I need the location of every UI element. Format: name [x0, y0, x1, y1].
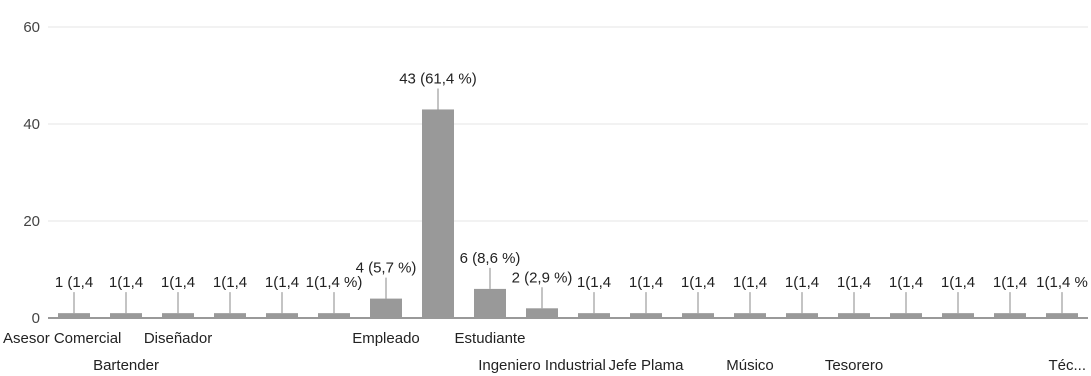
data-label: 1(1,4 [577, 274, 611, 291]
x-category-label: Asesor Comercial [3, 330, 121, 347]
y-tick-label: 20 [23, 213, 40, 230]
y-tick-label: 0 [32, 310, 40, 327]
data-label: 1(1,4 [733, 274, 767, 291]
data-label: 1(1,4 [785, 274, 819, 291]
data-label: 43 (61,4 %) [399, 70, 477, 87]
y-axis: 0 20 40 60 [23, 19, 40, 327]
bar[interactable] [474, 288, 506, 318]
x-category-label: Tesorero [825, 357, 883, 374]
x-axis: Asesor Comercial Bartender Diseñador Emplea… [3, 330, 1086, 374]
bars [58, 109, 1078, 318]
bar[interactable] [838, 313, 870, 318]
bar[interactable] [682, 313, 714, 318]
data-label: 1(1,4 [941, 274, 975, 291]
x-category-label: Téc... [1048, 357, 1086, 374]
data-label: 1 (1,4 [55, 274, 93, 291]
data-label: 1(1,4 [213, 274, 247, 291]
x-category-label: Estudiante [455, 330, 526, 347]
bar[interactable] [942, 313, 974, 318]
data-label: 1(1,4 [993, 274, 1027, 291]
x-category-label: Bartender [93, 357, 159, 374]
data-label: 6 (8,6 %) [460, 250, 521, 267]
bar[interactable] [890, 313, 922, 318]
x-category-label: Músico [726, 357, 774, 374]
y-tick-label: 40 [23, 116, 40, 133]
x-category-label: Empleado [352, 330, 420, 347]
data-label: 1(1,4 [161, 274, 195, 291]
data-label: 1(1,4 [265, 274, 299, 291]
bar[interactable] [786, 313, 818, 318]
data-label: 1(1,4 [629, 274, 663, 291]
data-labels: 1 (1,4 1(1,4 1(1,4 1(1,4 1(1,4 1(1,4 %)4 (5,7… [55, 70, 1088, 291]
data-label: 1(1,4 [109, 274, 143, 291]
bar[interactable] [58, 313, 90, 318]
bar[interactable] [110, 313, 142, 318]
x-category-label: Ingeniero Industrial [478, 357, 606, 374]
x-category-label: Diseñador [144, 330, 212, 347]
bar[interactable] [1046, 313, 1078, 318]
bar[interactable] [422, 109, 454, 318]
data-label: 1(1,4 % [1036, 274, 1088, 291]
data-label: 1(1,4 [837, 274, 871, 291]
bar[interactable] [578, 313, 610, 318]
bar[interactable] [994, 313, 1026, 318]
data-label: 1(1,4 [889, 274, 923, 291]
x-category-label: Jefe Plama [608, 357, 684, 374]
bar[interactable] [734, 313, 766, 318]
bar[interactable] [318, 313, 350, 318]
bar[interactable] [526, 308, 558, 318]
data-label: 2 (2,9 %) [512, 269, 573, 286]
bar[interactable] [630, 313, 662, 318]
bar[interactable] [266, 313, 298, 318]
bar[interactable] [214, 313, 246, 318]
y-tick-label: 60 [23, 19, 40, 36]
data-label: 4 (5,7 %) [356, 260, 417, 277]
data-label: 1(1,4 %) [306, 274, 363, 291]
label-leader-lines [73, 88, 1063, 314]
bar[interactable] [370, 298, 402, 318]
bar[interactable] [162, 313, 194, 318]
data-label: 1(1,4 [681, 274, 715, 291]
